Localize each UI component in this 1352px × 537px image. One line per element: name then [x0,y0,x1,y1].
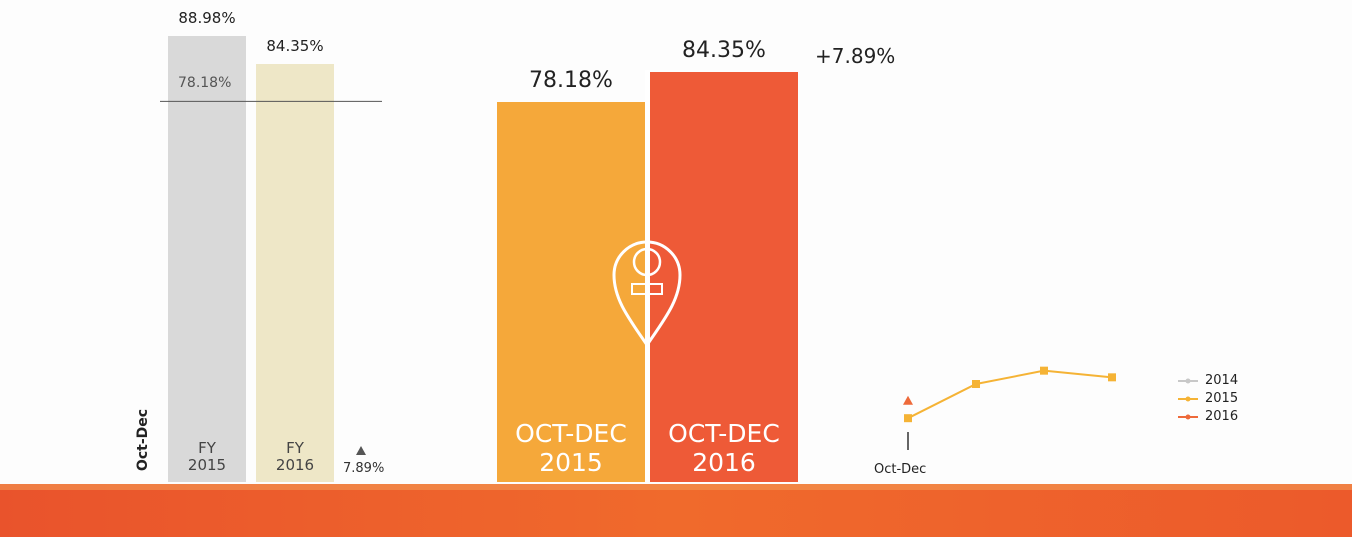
legend-label: 2015 [1205,391,1239,406]
category-label: FY 2015 [187,439,227,475]
x-tick-label: Oct-Dec [874,462,927,477]
bar-divider [645,70,650,484]
pin-icon [612,240,682,348]
point-marker [972,380,980,388]
reference-label: 78.18% [178,75,232,92]
category-label: FY 2016 [275,439,315,475]
legend-dot [1185,414,1191,420]
point-marker [904,414,912,423]
category-label: OCT-DEC 2016 [668,419,780,477]
legend-dot [1185,378,1191,384]
point-marker [1108,373,1116,382]
change-label: 7.89% [343,461,385,476]
change-label: +7.89% [815,44,896,68]
bar [168,36,246,482]
up-triangle [356,446,366,455]
bar [650,72,798,482]
legend-label: 2014 [1205,373,1239,388]
footer-band [0,484,1352,537]
footer-band-edge [0,484,1352,490]
legend-label: 2016 [1205,409,1239,424]
bar [497,102,645,482]
series-line [907,369,1113,420]
point-marker [1040,366,1048,375]
value-label: 78.18% [529,68,613,94]
point-marker [903,395,913,405]
value-label: 84.35% [682,38,766,64]
legend-dot [1185,396,1191,402]
category-label: OCT-DEC 2015 [515,419,627,477]
bar [256,64,334,482]
value-label: 88.98% [178,9,236,28]
value-label: 84.35% [266,37,324,56]
